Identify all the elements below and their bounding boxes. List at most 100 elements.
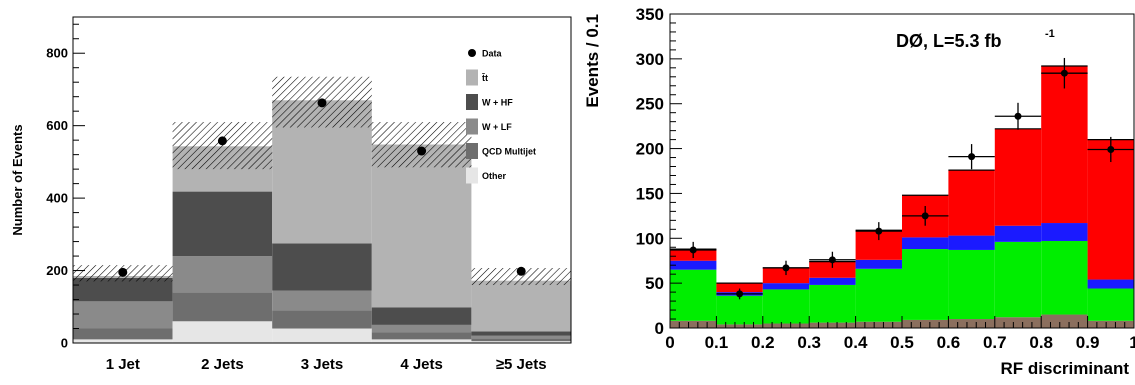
bin-1-series-0 — [716, 324, 763, 328]
bin-3-series-0 — [809, 322, 856, 328]
bar-w-hf-3-jets — [272, 243, 372, 291]
data-point-6 — [968, 153, 976, 161]
bin-2-series-3 — [762, 267, 810, 284]
bar-t-t-4-jets — [371, 144, 472, 308]
legend-marker-data — [468, 49, 476, 57]
bin-6-series-0 — [948, 319, 995, 328]
plot-frame — [72, 16, 572, 344]
bar-w-lf-1-jet — [73, 301, 173, 329]
data-point-0 — [689, 246, 697, 254]
x-tick-label-2-jets: 2 Jets — [201, 356, 244, 373]
bin-6-series-2 — [948, 235, 995, 250]
legend-label-w-lf: W + LF — [482, 122, 512, 132]
bar-qcd-multijet-5-jets — [471, 338, 571, 342]
bin-8-series-1 — [1041, 240, 1088, 315]
jet-multiplicity-chart: 0 200 400 600 800 1 Jet 2 Jets 3 Jets 4 Jets ≥5 J… — [10, 16, 572, 373]
uncertainty-band-2-jets — [172, 122, 273, 170]
bin-9-series-2 — [1087, 279, 1134, 289]
x-tick-label-r-7: 0.7 — [983, 333, 1007, 352]
y-tick-label-800: 800 — [46, 46, 68, 61]
bar-other-1-jet — [73, 339, 173, 343]
uncertainty-band-4-jets — [371, 122, 472, 168]
bar-qcd-multijet-2-jets — [172, 292, 273, 322]
bin-2-series-1 — [762, 289, 810, 324]
y-tick-label-0: 0 — [61, 336, 68, 351]
bin-9-series-0 — [1087, 320, 1134, 328]
luminosity-annotation: DØ, L=5.3 fb — [896, 31, 1002, 51]
bin-3-series-1 — [809, 284, 856, 323]
bin-5-series-2 — [902, 237, 949, 250]
legend-label-w-hf: W + HF — [482, 98, 513, 108]
x-tick-label-r-9: 0.9 — [1076, 333, 1100, 352]
bin-4-series-2 — [855, 259, 902, 269]
legend-swatch-w-lf — [466, 118, 478, 135]
bin-6-series-1 — [948, 249, 995, 320]
bin-0-series-1 — [670, 269, 717, 321]
data-point-7 — [1014, 112, 1022, 120]
bar-other-5-jets — [471, 341, 571, 343]
x-axis-label-r: RF discriminant — [1001, 359, 1130, 378]
data-point-3-jets — [317, 98, 327, 108]
bar-w-hf-2-jets — [172, 191, 273, 257]
rf-discriminant-chart: 0 50 100 150 200 250 300 350 0 0.1 0.2 0.3 0.4 0.5 0.6… — [583, 5, 1135, 378]
x-tick-label-5-jets: ≥5 Jets — [496, 356, 547, 373]
x-tick-label-4-jets: 4 Jets — [400, 356, 443, 373]
bin-5-series-1 — [902, 249, 949, 320]
x-tick-label-r-10: 1 — [1129, 333, 1135, 352]
legend-swatch-t-t — [466, 69, 478, 86]
x-tick-label-3-jets: 3 Jets — [301, 356, 344, 373]
bar-qcd-multijet-4-jets — [371, 332, 472, 340]
y-tick-label-r-0: 0 — [655, 319, 664, 338]
x-tick-label-r-1: 0.1 — [705, 333, 729, 352]
x-tick-label-r-3: 0.3 — [797, 333, 821, 352]
bin-6-series-3 — [948, 170, 995, 236]
x-tick-label-r-2: 0.2 — [751, 333, 775, 352]
bar-w-hf-4-jets — [371, 307, 472, 325]
y-tick-label-400: 400 — [46, 191, 68, 206]
bin-5-series-0 — [902, 319, 949, 328]
bar-w-hf-1-jet — [73, 277, 173, 302]
y-tick-label-200: 200 — [46, 263, 68, 278]
bin-8-series-2 — [1041, 223, 1088, 241]
bar-qcd-multijet-1-jet — [73, 328, 173, 340]
data-point-9 — [1107, 145, 1115, 153]
data-point-5 — [921, 212, 929, 220]
bar-w-lf-3-jets — [272, 290, 372, 311]
bar-w-hf-5-jets — [471, 331, 571, 336]
bin-1-series-1 — [716, 295, 763, 325]
bin-7-series-0 — [994, 317, 1042, 328]
bin-7-series-2 — [994, 225, 1042, 242]
bar-t-t-5-jets — [471, 280, 571, 332]
x-tick-label-r-4: 0.4 — [844, 333, 868, 352]
y-tick-label-r-350: 350 — [636, 5, 664, 24]
x-tick-label-r-6: 0.6 — [937, 333, 961, 352]
legend-label-data: Data — [482, 49, 503, 59]
bin-8-series-3 — [1041, 66, 1088, 224]
y-tick-label-r-300: 300 — [636, 50, 664, 69]
y-tick-label-600: 600 — [46, 118, 68, 133]
bar-qcd-multijet-3-jets — [272, 310, 372, 329]
data-point-1-jet — [118, 267, 128, 277]
luminosity-annotation-superscript: -1 — [1045, 28, 1055, 40]
bin-3-series-2 — [809, 277, 856, 285]
data-point-8 — [1060, 69, 1068, 77]
bin-7-series-3 — [994, 128, 1042, 226]
y-tick-label-r-150: 150 — [636, 184, 664, 203]
bar-w-lf-2-jets — [172, 256, 273, 293]
legend-label-t-t: t̄t — [481, 73, 488, 83]
bin-2-series-0 — [762, 323, 810, 328]
legend-swatch-qcd-multijet — [466, 143, 478, 159]
y-tick-label-r-50: 50 — [645, 274, 664, 293]
data-point-2-jets — [217, 136, 227, 146]
bin-3-series-3 — [809, 261, 856, 278]
bin-2-series-2 — [762, 283, 810, 290]
legend-swatch-other — [466, 167, 478, 184]
bin-1-series-3 — [716, 283, 763, 293]
bin-4-series-0 — [855, 321, 902, 328]
data-point-5-jets — [516, 266, 526, 276]
x-tick-label-1-jet: 1 Jet — [106, 356, 140, 373]
bar-other-2-jets — [172, 321, 273, 343]
y-axis-label-r: Events / 0.1 — [583, 14, 602, 108]
